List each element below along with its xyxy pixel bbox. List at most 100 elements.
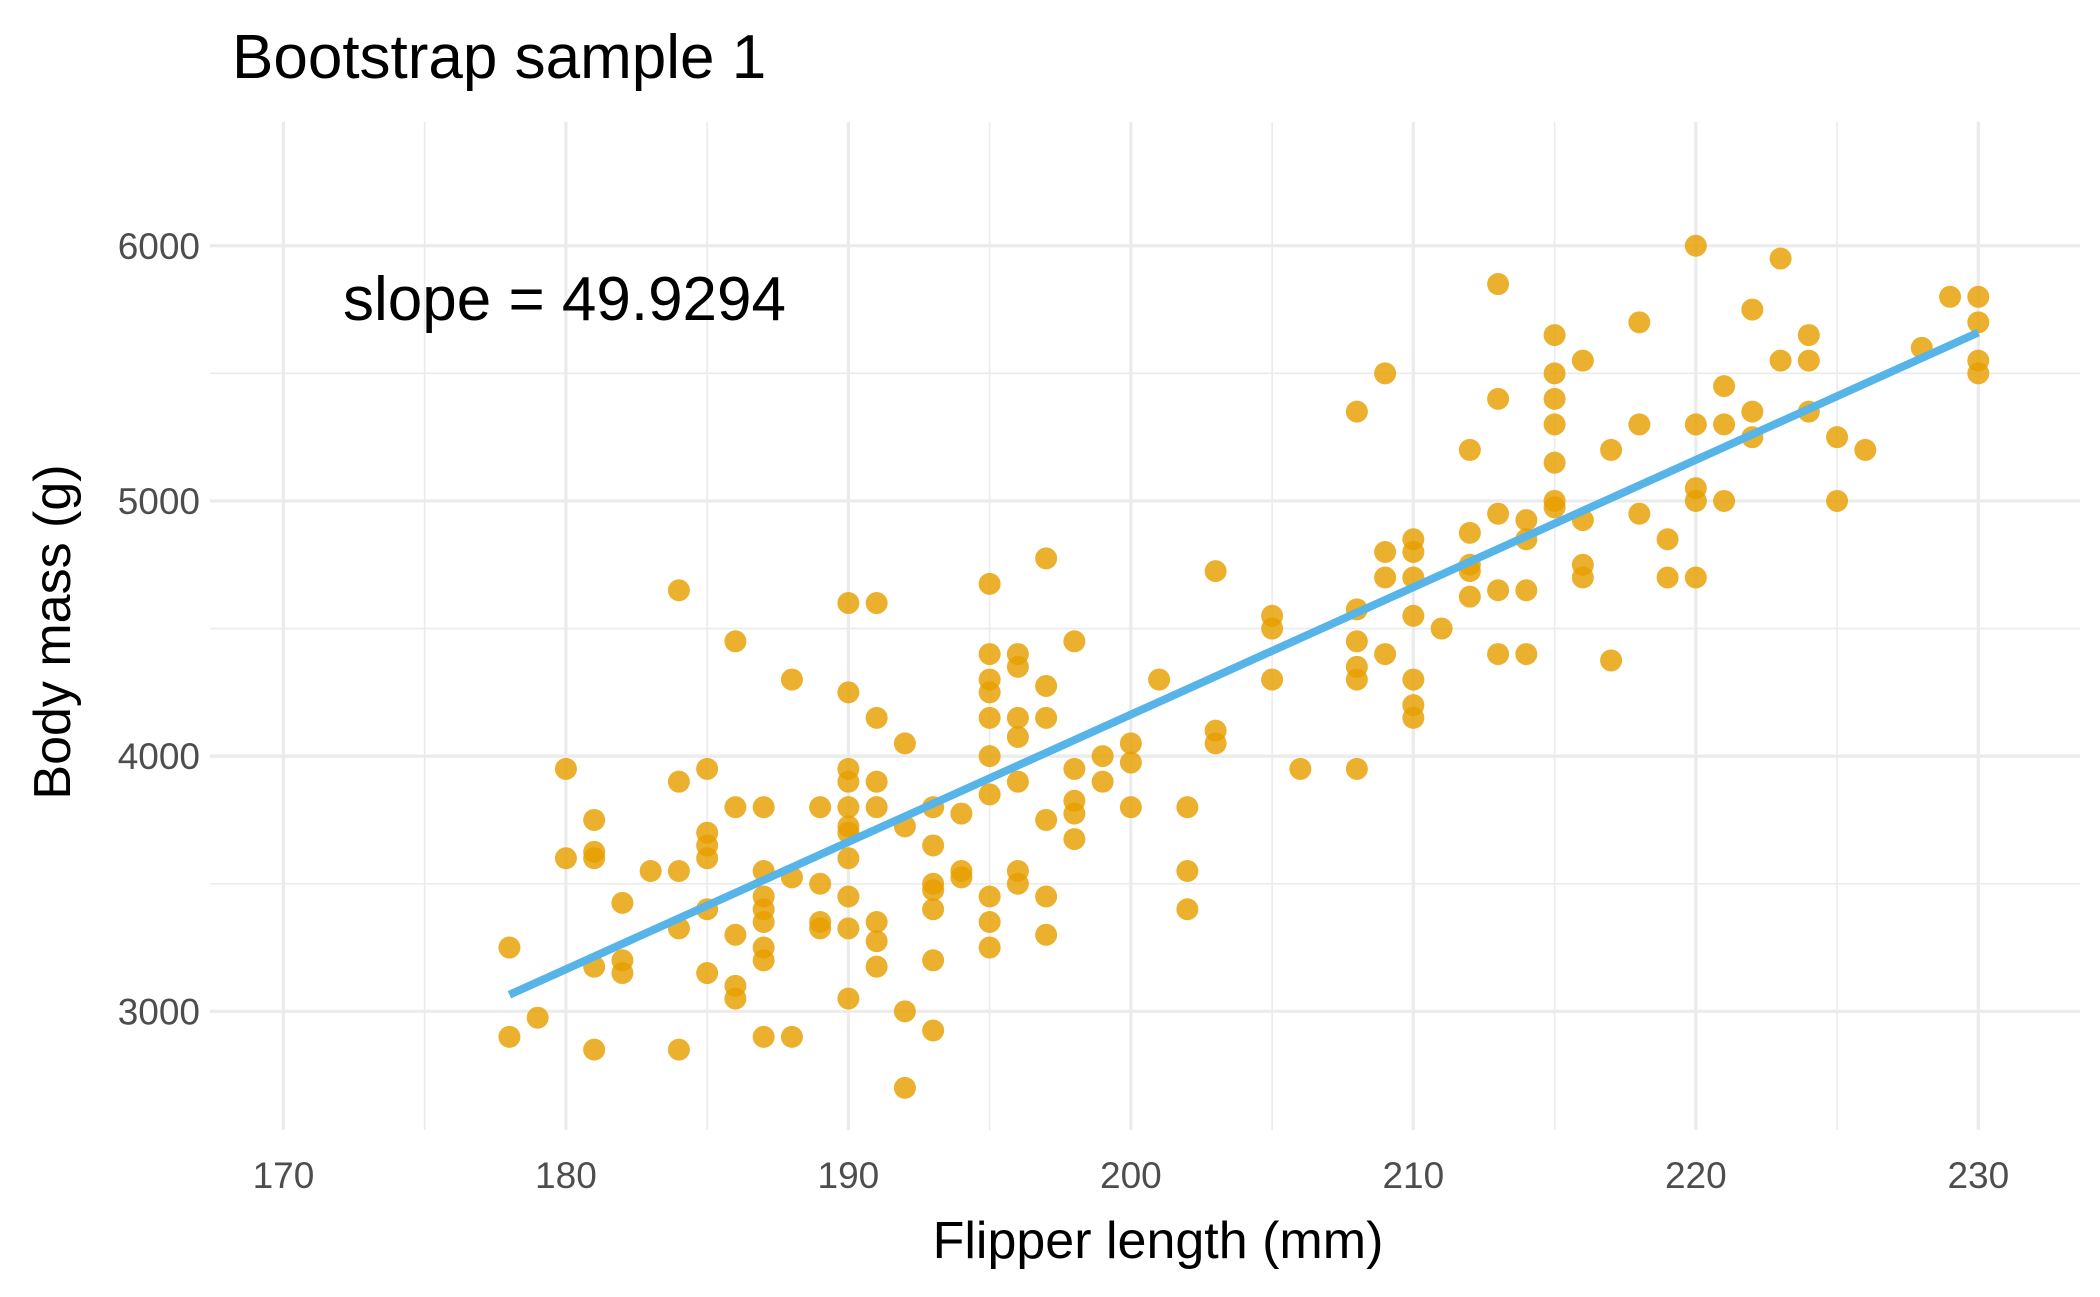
data-point [1458, 521, 1481, 544]
data-point [1543, 413, 1566, 436]
data-point [1261, 617, 1284, 640]
data-point [1769, 247, 1792, 270]
data-point [752, 911, 775, 934]
data-point [1006, 770, 1029, 793]
data-point [1119, 796, 1142, 819]
data-point [1430, 617, 1453, 640]
data-point [667, 770, 690, 793]
data-point [1176, 898, 1199, 921]
data-point [893, 732, 916, 755]
data-point [1515, 509, 1538, 532]
data-point [1797, 324, 1820, 347]
data-point [922, 834, 945, 857]
data-point [1628, 413, 1651, 436]
y-tick-label: 5000 [118, 481, 200, 522]
data-point [1515, 579, 1538, 602]
data-point [498, 1025, 521, 1048]
data-point [978, 681, 1001, 704]
data-point [1063, 757, 1086, 780]
data-point [1713, 489, 1736, 512]
data-point [1402, 604, 1425, 627]
data-point [1487, 579, 1510, 602]
data-point [1402, 540, 1425, 563]
data-point [724, 796, 747, 819]
chart-title: Bootstrap sample 1 [232, 23, 766, 92]
data-point [1035, 674, 1058, 697]
data-point [922, 879, 945, 902]
data-point [837, 987, 860, 1010]
data-point [1543, 362, 1566, 385]
data-point [1006, 872, 1029, 895]
data-point [1091, 745, 1114, 768]
data-point [1741, 298, 1764, 321]
data-point [526, 1006, 549, 1029]
data-point [752, 949, 775, 972]
data-point [1571, 566, 1594, 589]
data-point [950, 802, 973, 825]
data-point [978, 783, 1001, 806]
data-point [922, 898, 945, 921]
data-point [583, 808, 606, 831]
data-point [724, 630, 747, 653]
data-point [893, 1076, 916, 1099]
data-point [1006, 655, 1029, 678]
data-point [611, 891, 634, 914]
data-point [837, 885, 860, 908]
data-point [978, 706, 1001, 729]
data-point [1826, 489, 1849, 512]
data-point [1967, 311, 1990, 334]
data-point [1345, 757, 1368, 780]
data-point [1684, 489, 1707, 512]
data-point [1374, 540, 1397, 563]
data-point [978, 572, 1001, 595]
data-point [1035, 706, 1058, 729]
data-point [1713, 375, 1736, 398]
y-tick-label: 3000 [118, 991, 200, 1032]
y-axis-title: Body mass (g) [24, 464, 82, 799]
x-tick-label: 210 [1382, 1155, 1444, 1196]
data-point [1261, 668, 1284, 691]
data-point [1741, 400, 1764, 423]
data-point [1797, 349, 1820, 372]
x-tick-label: 220 [1665, 1155, 1727, 1196]
data-point [865, 911, 888, 934]
data-point [1854, 438, 1877, 461]
data-point [1204, 560, 1227, 583]
data-point [809, 917, 832, 940]
x-axis-title: Flipper length (mm) [933, 1212, 1384, 1270]
data-point [1628, 311, 1651, 334]
data-point [1289, 757, 1312, 780]
data-point [1345, 630, 1368, 653]
data-point [1374, 566, 1397, 589]
data-point [837, 847, 860, 870]
data-point [978, 643, 1001, 666]
slope-annotation: slope = 49.9294 [343, 265, 786, 334]
data-point [554, 847, 577, 870]
data-point [1402, 706, 1425, 729]
data-point [1487, 273, 1510, 296]
data-point [1487, 643, 1510, 666]
data-point [1063, 828, 1086, 851]
data-point [1769, 349, 1792, 372]
data-point [696, 847, 719, 870]
data-point [696, 962, 719, 985]
regression-line [507, 328, 1980, 999]
data-point [1374, 362, 1397, 385]
data-point [865, 955, 888, 978]
data-point [922, 949, 945, 972]
data-point [752, 796, 775, 819]
data-point [837, 681, 860, 704]
data-point [1402, 668, 1425, 691]
data-point [1119, 751, 1142, 774]
data-point [1035, 885, 1058, 908]
data-point [893, 1000, 916, 1023]
x-tick-label: 200 [1100, 1155, 1162, 1196]
data-point [1684, 566, 1707, 589]
x-tick-label: 180 [535, 1155, 597, 1196]
data-point [1204, 732, 1227, 755]
data-point [922, 1019, 945, 1042]
data-point [1967, 285, 1990, 308]
data-point [1656, 566, 1679, 589]
data-point [1035, 808, 1058, 831]
